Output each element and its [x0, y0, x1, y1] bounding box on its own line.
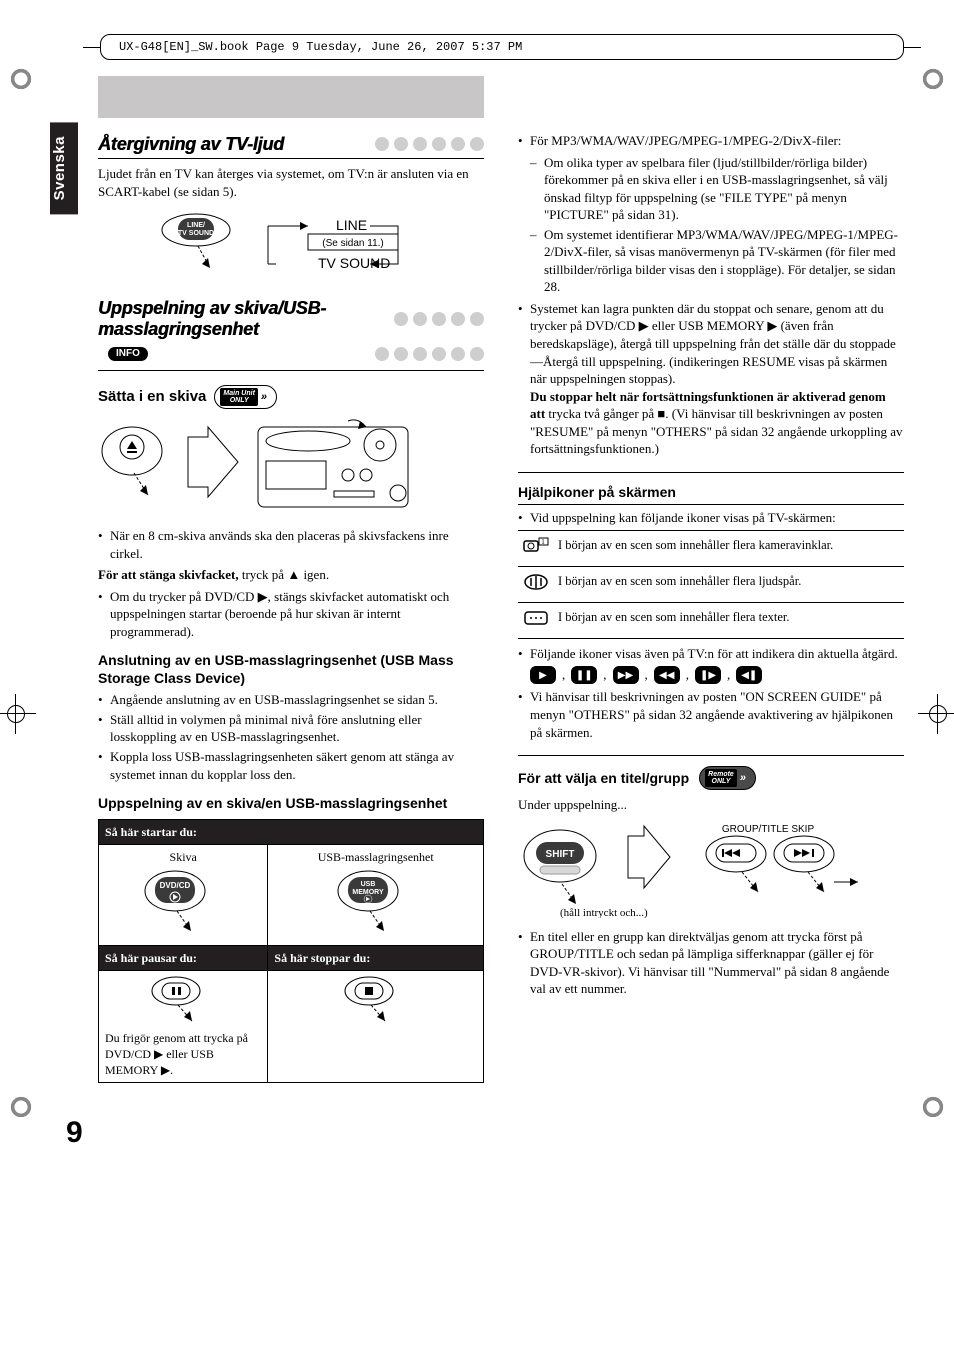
- usbmem-button-graphic: USB MEMORY: [336, 869, 416, 937]
- divider: [518, 755, 904, 756]
- svg-text:(håll intryckt och...): (håll intryckt och...): [560, 907, 648, 918]
- pause-button-graphic: [148, 975, 218, 1025]
- tv-sound-intro: Ljudet från en TV kan återges via system…: [98, 165, 484, 200]
- svg-text:USB: USB: [360, 881, 375, 888]
- disc-label: Skiva: [105, 849, 261, 865]
- step-back-icon: ◀❚: [736, 666, 762, 684]
- print-mark: [8, 1094, 34, 1120]
- figure-line-tvsound: LINE/ TV SOUND LINE (Se sidan 11.) TV SO…: [158, 208, 484, 288]
- remote-only-badge: RemoteONLY»: [699, 766, 756, 790]
- sub-insert-disc: Sätta i en skiva Main UnitONLY»: [98, 385, 484, 409]
- bullet: För MP3/WMA/WAV/JPEG/MPEG-1/MPEG-2/DivX-…: [518, 132, 904, 296]
- help-row-text: I början av en scen som innehåller flera…: [554, 567, 904, 603]
- main-unit-only-badge: Main UnitONLY»: [214, 385, 277, 409]
- crop-mark: [918, 694, 954, 734]
- table-header-start: Så här startar du:: [99, 819, 484, 844]
- help-icons-table: 1 I början av en scen som innehåller fle…: [518, 530, 904, 639]
- gray-heading-band: [98, 76, 484, 118]
- bullet: Koppla loss USB-masslagringsenheten säke…: [98, 748, 484, 783]
- help-row-text: I början av en scen som innehåller flera…: [554, 531, 904, 567]
- decor-dots: [375, 137, 484, 151]
- rw-icon: ◀◀: [654, 666, 680, 684]
- bullet: Vi hänvisar till beskrivningen av posten…: [518, 688, 904, 741]
- svg-text:SHIFT: SHIFT: [546, 849, 575, 860]
- svg-text:LINE: LINE: [336, 217, 367, 233]
- bullet: Ställ alltid in volymen på minimal nivå …: [98, 711, 484, 746]
- bullet: Vid uppspelning kan följande ikoner visa…: [518, 509, 904, 527]
- svg-text:DVD/CD: DVD/CD: [160, 881, 191, 890]
- close-tray-line: För att stänga skivfacket, tryck på ▲ ig…: [98, 566, 484, 584]
- bullet: Angående anslutning av en USB-masslagrin…: [98, 691, 484, 709]
- crop-mark: [0, 694, 36, 734]
- svg-text:(Se sidan 11.): (Se sidan 11.): [322, 238, 384, 249]
- decor-dots: [394, 312, 484, 326]
- sub-usb-connect: Anslutning av en USB-masslagringsenhet (…: [98, 652, 484, 687]
- bullet: Systemet kan lagra punkten där du stoppa…: [518, 300, 904, 458]
- playback-table: Så här startar du: Skiva DVD/CD: [98, 819, 484, 1084]
- svg-text:1: 1: [541, 538, 545, 546]
- language-tab: Svenska: [50, 122, 78, 214]
- sub-playback: Uppspelning av en skiva/en USB-masslagri…: [98, 795, 484, 813]
- print-header: UX-G48[EN]_SW.book Page 9 Tuesday, June …: [100, 34, 904, 60]
- svg-text:TV SOUND: TV SOUND: [178, 230, 214, 237]
- select-title-heading: För att välja en titel/grupp RemoteONLY»: [518, 766, 904, 792]
- step-fwd-icon: ❚▶: [695, 666, 721, 684]
- bullet: När en 8 cm-skiva används ska den placer…: [98, 527, 484, 562]
- section-usb-playback: Uppspelning av skiva/USB-masslagringsenh…: [98, 298, 484, 341]
- camera-angle-icon: 1: [523, 537, 549, 555]
- pause-note: Du frigör genom att trycka på DVD/CD ▶ e…: [105, 1030, 261, 1079]
- decor-dots: [375, 347, 484, 361]
- svg-text:GROUP/TITLE SKIP: GROUP/TITLE SKIP: [722, 824, 815, 835]
- help-row-text: I början av en scen som innehåller flera…: [554, 603, 904, 639]
- figure-shift-skip: SHIFT (håll intryckt och...) GROUP/TITLE…: [518, 822, 904, 918]
- subtitle-icon: [523, 609, 549, 627]
- section-tv-sound: Återgivning av TV-ljud: [98, 132, 484, 159]
- stop-button-graphic: [341, 975, 411, 1025]
- pause-icon: ❚❚: [571, 666, 597, 684]
- header-text: UX-G48[EN]_SW.book Page 9 Tuesday, June …: [119, 39, 522, 55]
- action-icon-row: ▶, ❚❚, ▶▶, ◀◀, ❚▶, ◀❚: [530, 666, 904, 684]
- bullet: Om du trycker på DVD/CD ▶, stängs skivfa…: [98, 588, 484, 641]
- svg-text:LINE/: LINE/: [187, 222, 205, 229]
- audio-track-icon: [523, 573, 549, 591]
- play-icon: ▶: [530, 666, 556, 684]
- svg-text:TV SOUND: TV SOUND: [318, 255, 390, 271]
- print-mark: [920, 66, 946, 92]
- figure-insert-disc: [98, 417, 484, 517]
- print-mark: [8, 66, 34, 92]
- divider: [518, 472, 904, 473]
- dash-item: Om olika typer av spelbara filer (ljud/s…: [530, 154, 904, 224]
- bullet: Följande ikoner visas även på TV:n för a…: [518, 645, 904, 663]
- ff-icon: ▶▶: [613, 666, 639, 684]
- info-badge: INFO: [108, 347, 148, 361]
- usb-label: USB-masslagringsenhet: [274, 849, 477, 865]
- bullet: En titel eller en grupp kan direktväljas…: [518, 928, 904, 998]
- print-mark: [920, 1094, 946, 1120]
- help-icons-heading: Hjälpikoner på skärmen: [518, 483, 904, 505]
- table-header-pause: Så här pausar du:: [99, 946, 268, 971]
- dvdcd-button-graphic: DVD/CD: [143, 869, 223, 937]
- table-header-stop: Så här stoppar du:: [268, 946, 484, 971]
- under-playback: Under uppspelning...: [518, 796, 904, 814]
- dash-item: Om systemet identifierar MP3/WMA/WAV/JPE…: [530, 226, 904, 296]
- page-number: 9: [66, 1113, 954, 1154]
